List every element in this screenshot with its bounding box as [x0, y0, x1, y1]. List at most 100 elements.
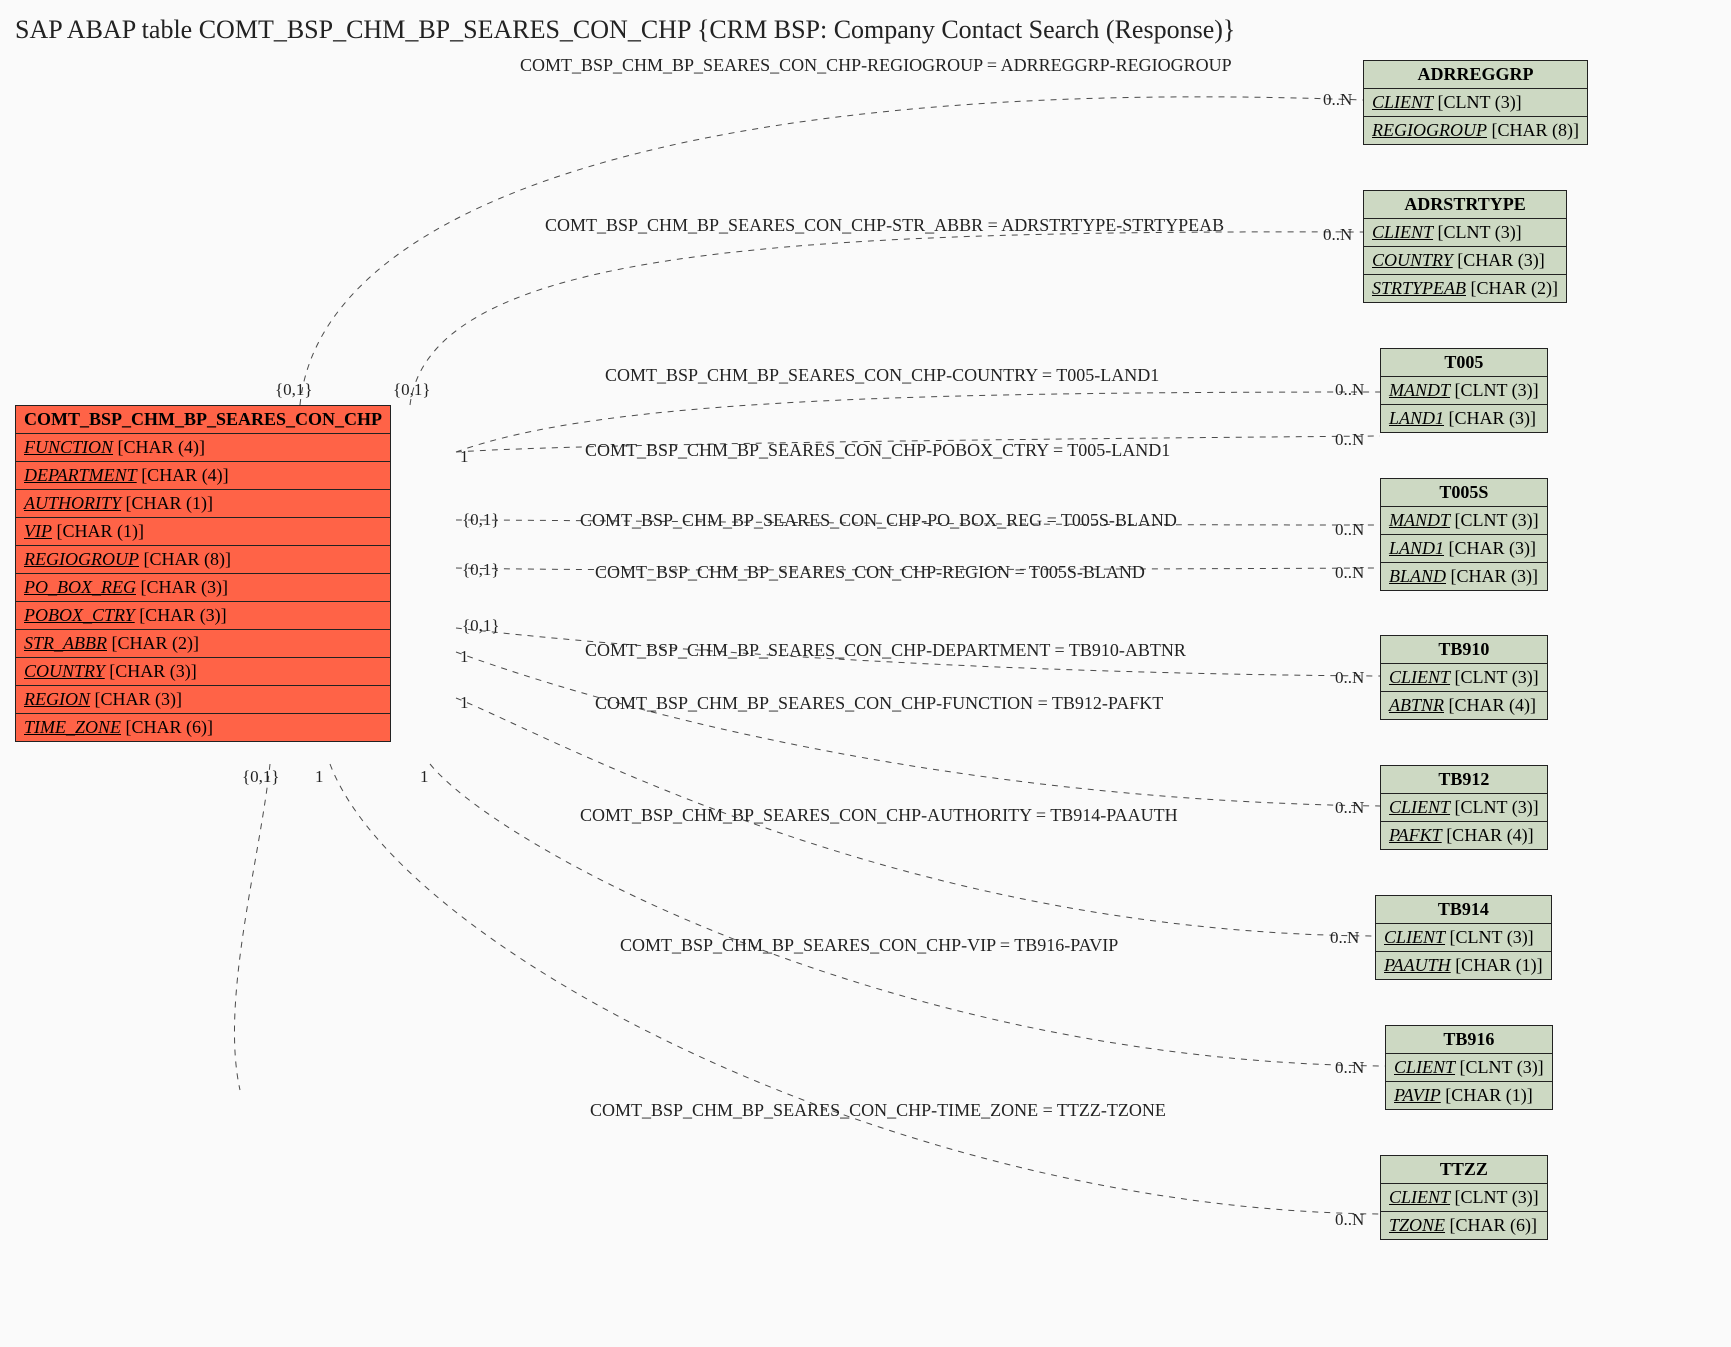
ref-entity-adrstrtype: ADRSTRTYPECLIENT [CLNT (3)]COUNTRY [CHAR… — [1363, 190, 1567, 303]
field-name: REGIOGROUP — [1372, 120, 1487, 140]
relationship-edge — [234, 764, 270, 1090]
field-type: [CLNT (3)] — [1450, 667, 1539, 687]
field-name: REGION — [24, 689, 90, 709]
ref-entity-field: CLIENT [CLNT (3)] — [1381, 664, 1548, 692]
field-name: AUTHORITY — [24, 493, 121, 513]
relationship-label: COMT_BSP_CHM_BP_SEARES_CON_CHP-AUTHORITY… — [580, 805, 1178, 826]
ref-entity-tb914: TB914CLIENT [CLNT (3)]PAAUTH [CHAR (1)] — [1375, 895, 1552, 980]
ref-entity-field: CLIENT [CLNT (3)] — [1386, 1054, 1553, 1082]
ref-entity-field: PAFKT [CHAR (4)] — [1381, 822, 1548, 850]
field-type: [CHAR (3)] — [136, 577, 228, 597]
ref-entity-t005s: T005SMANDT [CLNT (3)]LAND1 [CHAR (3)]BLA… — [1380, 478, 1548, 591]
ref-entity-field: CLIENT [CLNT (3)] — [1364, 219, 1567, 247]
field-type: [CLNT (3)] — [1455, 1057, 1544, 1077]
ref-entity-field: MANDT [CLNT (3)] — [1381, 377, 1548, 405]
field-name: PAAUTH — [1384, 955, 1451, 975]
field-type: [CHAR (4)] — [1442, 825, 1534, 845]
field-name: LAND1 — [1389, 408, 1444, 428]
field-name: CLIENT — [1389, 797, 1450, 817]
field-type: [CHAR (1)] — [1441, 1085, 1533, 1105]
main-entity-field: COUNTRY [CHAR (3)] — [16, 658, 391, 686]
ref-entity-field: ABTNR [CHAR (4)] — [1381, 692, 1548, 720]
cardinality-label: {0,1} — [462, 616, 500, 636]
main-entity-header: COMT_BSP_CHM_BP_SEARES_CON_CHP — [16, 406, 391, 434]
field-name: POBOX_CTRY — [24, 605, 135, 625]
field-type: [CLNT (3)] — [1433, 222, 1522, 242]
ref-entity-field: MANDT [CLNT (3)] — [1381, 507, 1548, 535]
field-type: [CHAR (3)] — [135, 605, 227, 625]
ref-entity-field: LAND1 [CHAR (3)] — [1381, 405, 1548, 433]
ref-entity-tb912: TB912CLIENT [CLNT (3)]PAFKT [CHAR (4)] — [1380, 765, 1548, 850]
main-entity-field: FUNCTION [CHAR (4)] — [16, 434, 391, 462]
relationship-edge — [300, 97, 1363, 405]
ref-entity-header: TTZZ — [1381, 1156, 1548, 1184]
cardinality-label: {0,1} — [242, 767, 280, 787]
ref-entity-ttzz: TTZZCLIENT [CLNT (3)]TZONE [CHAR (6)] — [1380, 1155, 1548, 1240]
cardinality-label: {0,1} — [393, 380, 431, 400]
ref-entity-field: PAVIP [CHAR (1)] — [1386, 1082, 1553, 1110]
relationship-edge — [330, 764, 1380, 1214]
cardinality-label: 0..N — [1335, 1058, 1364, 1078]
cardinality-label: 1 — [460, 693, 469, 713]
field-name: CLIENT — [1389, 667, 1450, 687]
relationship-label: COMT_BSP_CHM_BP_SEARES_CON_CHP-COUNTRY =… — [605, 365, 1159, 386]
field-name: CLIENT — [1372, 222, 1433, 242]
cardinality-label: {0,1} — [462, 560, 500, 580]
ref-entity-field: CLIENT [CLNT (3)] — [1381, 1184, 1548, 1212]
ref-entity-field: CLIENT [CLNT (3)] — [1376, 924, 1552, 952]
relationship-label: COMT_BSP_CHM_BP_SEARES_CON_CHP-STR_ABBR … — [545, 215, 1224, 236]
cardinality-label: 0..N — [1323, 90, 1352, 110]
field-name: LAND1 — [1389, 538, 1444, 558]
ref-entity-tb910: TB910CLIENT [CLNT (3)]ABTNR [CHAR (4)] — [1380, 635, 1548, 720]
relationship-label: COMT_BSP_CHM_BP_SEARES_CON_CHP-REGIOGROU… — [520, 55, 1232, 76]
relationship-label: COMT_BSP_CHM_BP_SEARES_CON_CHP-POBOX_CTR… — [585, 440, 1170, 461]
cardinality-label: 0..N — [1335, 1210, 1364, 1230]
relationship-label: COMT_BSP_CHM_BP_SEARES_CON_CHP-TIME_ZONE… — [590, 1100, 1166, 1121]
ref-entity-header: TB914 — [1376, 896, 1552, 924]
field-type: [CHAR (4)] — [1444, 695, 1536, 715]
field-type: [CHAR (6)] — [121, 717, 213, 737]
field-name: COUNTRY — [1372, 250, 1453, 270]
field-type: [CHAR (3)] — [105, 661, 197, 681]
page-title: SAP ABAP table COMT_BSP_CHM_BP_SEARES_CO… — [15, 15, 1235, 45]
ref-entity-field: CLIENT [CLNT (3)] — [1364, 89, 1588, 117]
cardinality-label: 1 — [420, 767, 429, 787]
field-name: COUNTRY — [24, 661, 105, 681]
cardinality-label: 0..N — [1335, 520, 1364, 540]
field-name: ABTNR — [1389, 695, 1444, 715]
cardinality-label: {0,1} — [275, 380, 313, 400]
ref-entity-field: COUNTRY [CHAR (3)] — [1364, 247, 1567, 275]
field-name: CLIENT — [1384, 927, 1445, 947]
cardinality-label: 0..N — [1330, 928, 1359, 948]
field-type: [CHAR (4)] — [137, 465, 229, 485]
cardinality-label: 1 — [460, 647, 469, 667]
cardinality-label: 0..N — [1335, 798, 1364, 818]
field-type: [CHAR (3)] — [1446, 566, 1538, 586]
ref-entity-tb916: TB916CLIENT [CLNT (3)]PAVIP [CHAR (1)] — [1385, 1025, 1553, 1110]
cardinality-label: 0..N — [1335, 668, 1364, 688]
field-type: [CHAR (3)] — [1444, 538, 1536, 558]
ref-entity-header: ADRSTRTYPE — [1364, 191, 1567, 219]
field-name: FUNCTION — [24, 437, 113, 457]
ref-entity-field: LAND1 [CHAR (3)] — [1381, 535, 1548, 563]
cardinality-label: 0..N — [1335, 380, 1364, 400]
ref-entity-field: TZONE [CHAR (6)] — [1381, 1212, 1548, 1240]
field-name: MANDT — [1389, 510, 1450, 530]
field-type: [CLNT (3)] — [1450, 510, 1539, 530]
main-entity-field: REGIOGROUP [CHAR (8)] — [16, 546, 391, 574]
cardinality-label: 0..N — [1335, 430, 1364, 450]
cardinality-label: 1 — [315, 767, 324, 787]
ref-entity-header: T005 — [1381, 349, 1548, 377]
field-name: CLIENT — [1394, 1057, 1455, 1077]
main-entity-table: COMT_BSP_CHM_BP_SEARES_CON_CHP FUNCTION … — [15, 405, 391, 742]
field-type: [CHAR (2)] — [1466, 278, 1558, 298]
ref-entity-header: TB912 — [1381, 766, 1548, 794]
field-type: [CHAR (3)] — [90, 689, 182, 709]
main-entity-field: VIP [CHAR (1)] — [16, 518, 391, 546]
cardinality-label: 0..N — [1323, 225, 1352, 245]
ref-entity-field: CLIENT [CLNT (3)] — [1381, 794, 1548, 822]
field-name: STRTYPEAB — [1372, 278, 1466, 298]
relationship-label: COMT_BSP_CHM_BP_SEARES_CON_CHP-VIP = TB9… — [620, 935, 1118, 956]
main-entity-field: DEPARTMENT [CHAR (4)] — [16, 462, 391, 490]
ref-entity-field: BLAND [CHAR (3)] — [1381, 563, 1548, 591]
